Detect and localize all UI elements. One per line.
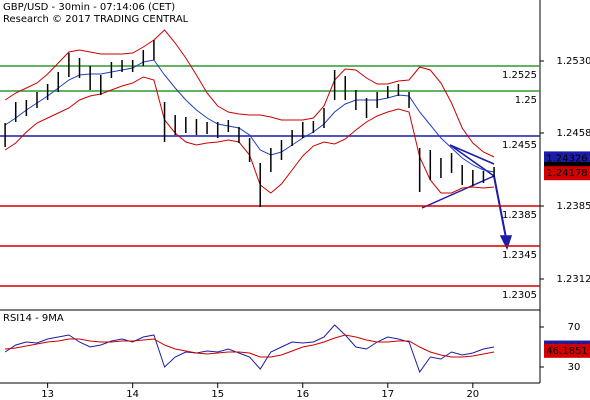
x-tick-label: 16	[296, 389, 309, 400]
forecast-arrow	[493, 175, 507, 239]
chart-subtitle: Research © 2017 TRADING CENTRAL	[3, 14, 189, 25]
pattern-line	[449, 144, 495, 165]
series-line	[4, 324, 495, 374]
x-tick-label: 17	[381, 389, 394, 400]
last-value-box	[544, 151, 590, 166]
last-value-box	[544, 166, 590, 181]
y-tick-label: 1.2312	[557, 274, 590, 285]
triangle-pattern	[421, 144, 513, 250]
level-label: 1.2305	[502, 290, 537, 301]
level-label: 1.25	[515, 95, 537, 106]
last-value-text: 1.24326	[546, 153, 587, 164]
last-value-label: 1.24326	[544, 151, 590, 166]
last-value-label: 1.24178	[544, 166, 590, 181]
x-tick-label: 14	[126, 389, 139, 400]
pattern-line	[421, 175, 495, 209]
x-tick-label: 13	[41, 389, 54, 400]
y-tick-label: 1.2530	[557, 56, 590, 67]
level-label: 1.2525	[502, 70, 537, 81]
series-line	[4, 29, 495, 158]
series-line	[4, 59, 495, 173]
chart-title: GBP/USD - 30min - 07:14:06 (CET)	[3, 2, 175, 13]
series-line	[5, 334, 495, 358]
y-tick-label: 70	[568, 322, 581, 333]
last-value-box	[544, 343, 590, 358]
arrow-head	[499, 235, 513, 250]
x-tick-label: 15	[211, 389, 224, 400]
level-label: 1.2385	[502, 210, 537, 221]
rsi-title: RSI14 - 9MA	[3, 313, 64, 324]
level-label: 1.2345	[502, 250, 537, 261]
y-tick-label: 1.2458	[557, 128, 590, 139]
last-value-label: 46.1851	[544, 343, 590, 358]
y-tick-label: 30	[568, 362, 581, 373]
last-value-text: 1.24178	[546, 168, 587, 179]
y-tick-label: 1.2385	[557, 201, 590, 212]
last-value-text: 46.1851	[546, 346, 587, 357]
x-tick-label: 20	[466, 389, 479, 400]
level-label: 1.2455	[502, 140, 537, 151]
